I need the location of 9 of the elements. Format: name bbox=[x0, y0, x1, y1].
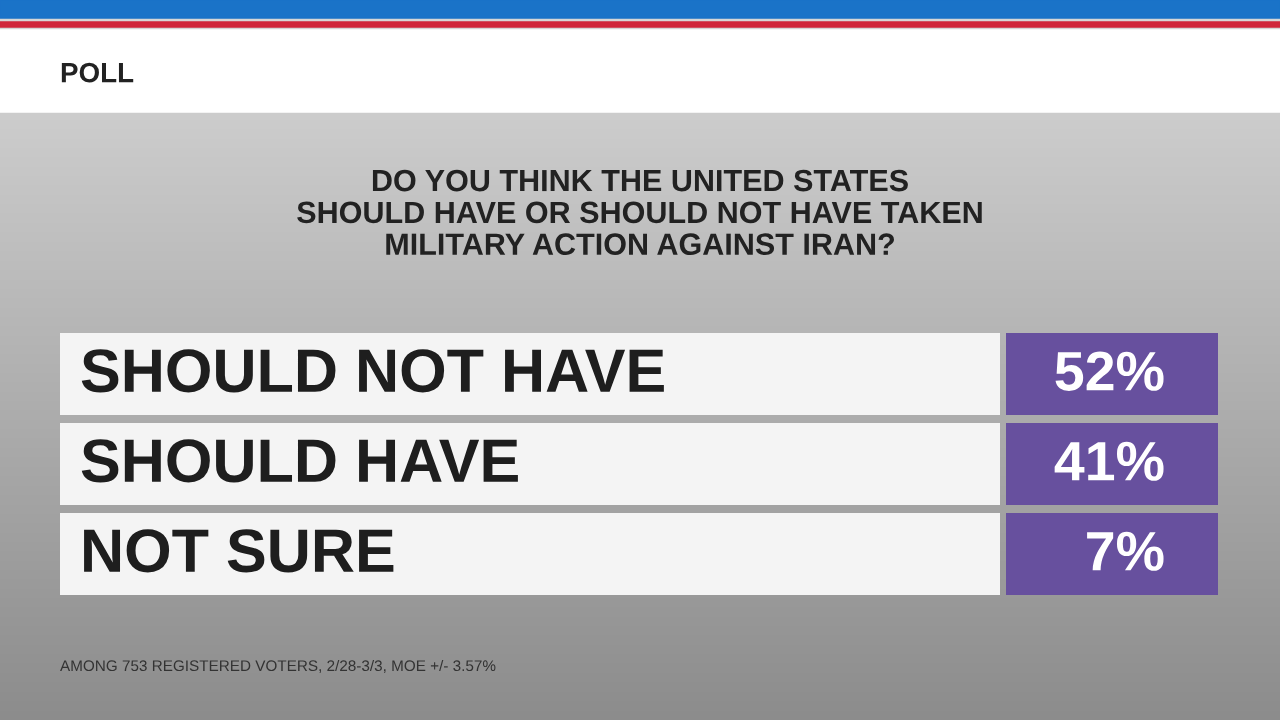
text: DO YOU THINK THE UNITED STATES SHOULD HAVE OR SHOULD NOT HAVE TAKEN MILITARY ACTION AGAINST IRAN? bbox=[297, 169, 982, 256]
data-label: 41% bbox=[1054, 441, 1164, 481]
data-label: 7% bbox=[1087, 531, 1164, 571]
category-label: SHOULD HAVE bbox=[81, 439, 518, 483]
category-label: NOT SURE bbox=[84, 529, 394, 573]
data-label: 52% bbox=[1055, 351, 1164, 391]
text: AMONG 753 REGISTERED VOTERS, 2/28-3/3, MOE +/- 3.57% bbox=[60, 659, 496, 673]
text: POLL bbox=[61, 62, 134, 83]
category-label: SHOULD NOT HAVE bbox=[81, 349, 664, 393]
